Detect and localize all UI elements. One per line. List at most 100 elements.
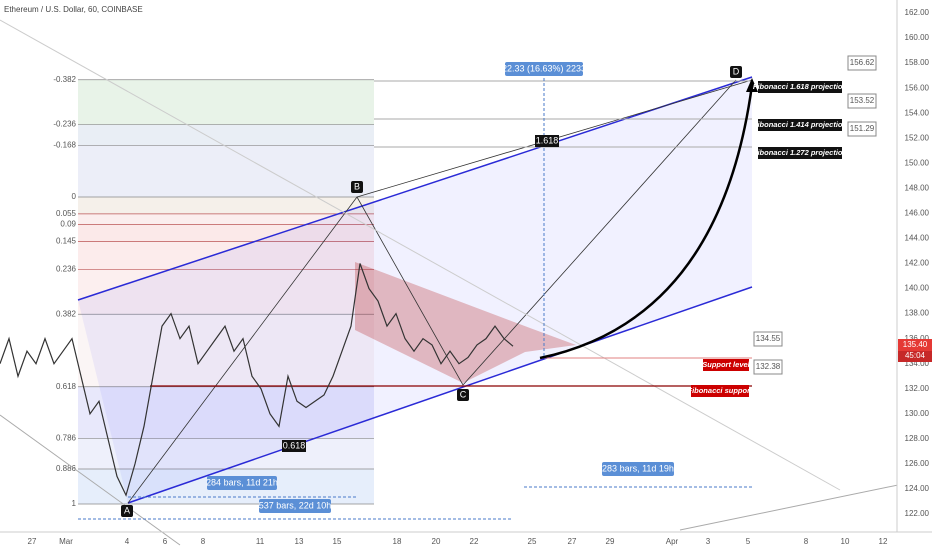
countdown-tag	[898, 351, 932, 362]
fib-label: 0	[72, 192, 77, 201]
price-tick: 140.00	[905, 284, 930, 293]
fib-label: -0.168	[53, 141, 76, 150]
date-tick: Mar	[59, 537, 73, 546]
date-tick: 27	[568, 537, 577, 546]
date-tick: 18	[393, 537, 402, 546]
callout	[753, 331, 783, 347]
point-label: B	[354, 181, 360, 191]
price-tick: 138.00	[905, 309, 930, 318]
label-box	[691, 385, 749, 397]
price-tick: 148.00	[905, 183, 930, 192]
callout-price: 153.52	[850, 96, 875, 105]
date-tick: 25	[528, 537, 537, 546]
date-tick: 10	[841, 537, 850, 546]
fib-zone	[78, 124, 374, 146]
date-tick: Apr	[666, 537, 679, 546]
fib-label: 0.618	[56, 382, 77, 391]
projection-label: Fibonacci 1.618 projection	[753, 82, 848, 91]
price-tick: 130.00	[905, 409, 930, 418]
date-tick: 13	[295, 537, 304, 546]
fib-label: 1	[72, 499, 77, 508]
price-tick: 152.00	[905, 133, 930, 142]
support-label: Fibonacci support	[687, 386, 753, 395]
point-box	[351, 181, 363, 193]
price-tick: 126.00	[905, 459, 930, 468]
measure-label: 22.33 (16.63%) 2233	[502, 63, 586, 73]
price-tick: 162.00	[905, 8, 930, 17]
fib-label: 0.786	[56, 433, 77, 442]
label-box	[758, 147, 842, 159]
ratio-label: 1.618	[536, 135, 559, 145]
bars-label: 284 bars, 11d 21h	[206, 477, 278, 487]
label-box	[535, 135, 559, 147]
price-tick: 146.00	[905, 209, 930, 218]
date-tick: 20	[432, 537, 441, 546]
channel-bottom	[127, 286, 753, 504]
point-label: A	[124, 505, 130, 515]
abcd-lines	[127, 79, 737, 504]
date-tick: 5	[746, 537, 751, 546]
callout-price: 151.29	[850, 124, 875, 133]
date-tick: 29	[606, 537, 615, 546]
fib-label: 0.145	[56, 237, 77, 246]
projection-label: Fibonacci 1.272 projection	[753, 148, 848, 157]
chart-title: Ethereum / U.S. Dollar, 60, COINBASE	[4, 5, 143, 14]
support-label: Support level	[702, 360, 750, 369]
point-box	[457, 389, 469, 401]
fib-zone	[78, 269, 374, 315]
trend-line	[679, 477, 932, 531]
date-tick: 8	[804, 537, 809, 546]
label-box	[259, 499, 331, 513]
price-tag	[898, 339, 932, 351]
fib-label: 0.236	[56, 265, 77, 274]
callout	[847, 121, 877, 137]
fib-zone	[78, 314, 374, 387]
date-tick: 27	[28, 537, 37, 546]
bars-label: 283 bars, 11d 19h	[602, 463, 674, 473]
price-tick: 122.00	[905, 509, 930, 518]
price-tick: 136.00	[905, 334, 930, 343]
price-path	[0, 263, 514, 497]
price-tick: 132.00	[905, 384, 930, 393]
trend-line	[0, 19, 841, 491]
fib-zone	[78, 386, 374, 439]
callout-price: 134.55	[756, 334, 781, 343]
price-tick: 154.00	[905, 108, 930, 117]
price-tick: 150.00	[905, 158, 930, 167]
channel-fill	[78, 77, 752, 503]
label-box	[282, 440, 306, 452]
price-tick: 124.00	[905, 484, 930, 493]
price-ticks: 162.00 160.00 158.00 156.00 154.00 152.00 150.…	[905, 8, 930, 518]
date-tick: 3	[706, 537, 711, 546]
fib-zone	[78, 79, 374, 125]
date-tick: 4	[125, 537, 130, 546]
fib-zone	[78, 241, 374, 270]
callout	[847, 55, 877, 71]
countdown: 45:04	[905, 351, 926, 360]
point-box	[730, 66, 742, 78]
fib-label: -0.382	[53, 75, 76, 84]
price-tick: 156.00	[905, 83, 930, 92]
point-box	[121, 505, 133, 517]
point-label: C	[460, 389, 467, 399]
price-tick: 128.00	[905, 434, 930, 443]
date-tick: 15	[333, 537, 342, 546]
fib-label: -0.236	[53, 120, 76, 129]
point-label: D	[733, 66, 740, 76]
current-price: 135.40	[903, 340, 928, 349]
label-box	[505, 62, 583, 76]
fib-label: 0.09	[60, 220, 76, 229]
date-tick: 11	[256, 537, 265, 546]
trend-line	[0, 414, 181, 546]
date-tick: 12	[879, 537, 888, 546]
fib-label: 0.055	[56, 209, 77, 218]
fib-label: 0.886	[56, 464, 77, 473]
price-tick: 158.00	[905, 58, 930, 67]
projection-arrow	[539, 84, 754, 360]
callout	[847, 93, 877, 109]
fib-zone	[78, 438, 374, 470]
channel-top	[77, 76, 753, 301]
price-axis	[897, 0, 932, 532]
label-box	[758, 119, 842, 131]
